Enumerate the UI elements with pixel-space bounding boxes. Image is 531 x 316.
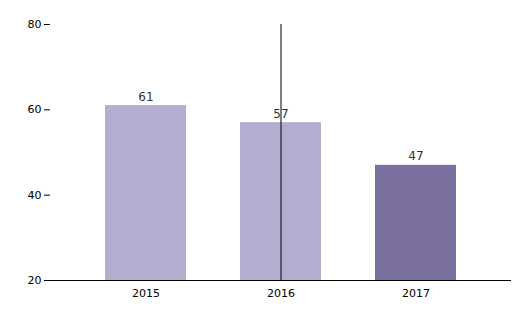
svg-text:2016: 2016 — [267, 287, 295, 300]
svg-text:20: 20 — [28, 274, 42, 287]
svg-text:2017: 2017 — [402, 287, 430, 300]
svg-text:57: 57 — [273, 106, 289, 121]
svg-text:61: 61 — [138, 90, 153, 104]
svg-text:40: 40 — [28, 189, 42, 202]
svg-text:60: 60 — [28, 103, 42, 116]
svg-text:47: 47 — [408, 149, 423, 163]
svg-text:80: 80 — [28, 18, 42, 31]
svg-text:2015: 2015 — [132, 287, 160, 300]
